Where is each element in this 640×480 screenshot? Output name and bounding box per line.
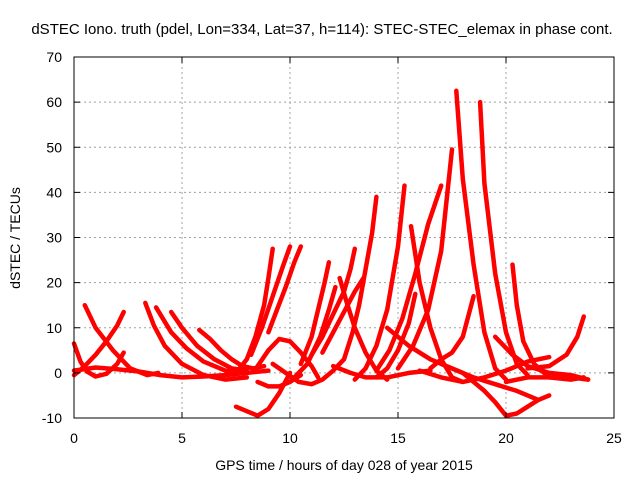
series-14-trace [270,357,347,387]
x-tick-label-3: 15 [390,430,406,446]
series-7-trace [197,327,267,371]
y-tick-label-1: 0 [54,365,62,381]
series-3-trace [71,309,126,378]
series-10-trace [248,244,293,358]
x-tick-label-4: 20 [498,430,514,446]
y-tick-label-8: 70 [46,49,62,65]
y-tick-label-7: 60 [46,94,62,110]
series-9-trace [233,246,275,376]
series-1-trace [71,365,250,380]
series-18-trace [320,275,366,355]
series-24-trace [374,183,444,373]
series-35-trace [525,314,587,371]
series-36-trace [503,375,591,385]
series-2-trace [82,302,161,378]
y-tick-label-4: 30 [46,230,62,246]
series-0-trace [71,341,126,379]
series-8-trace [233,370,293,418]
y-tick-label-6: 50 [46,139,62,155]
y-tick-label-5: 40 [46,184,62,200]
series-5-trace [153,305,271,376]
chart-title: dSTEC Iono. truth (pdel, Lon=334, Lat=37… [31,21,612,38]
x-axis-label: GPS time / hours of day 028 of year 2015 [215,457,473,473]
y-tick-label-2: 10 [46,320,62,336]
y-tick-label-3: 20 [46,275,62,291]
y-axis-label: dSTEC / TECUs [7,187,23,289]
x-tick-label-5: 25 [606,430,622,446]
series-27-trace [428,293,476,371]
series-4-trace [143,300,250,382]
series-30-trace [477,99,530,378]
series-29-trace [417,354,552,385]
series-19-trace [337,275,390,382]
data-series [71,88,591,418]
series-11-trace [266,244,304,335]
y-axis: -10 0 10 20 30 40 50 60 70 [42,49,614,426]
series-15-trace [298,260,332,367]
x-tick-label-2: 10 [282,430,298,446]
x-tick-label-1: 5 [178,430,186,446]
series-32-trace [384,325,541,403]
series-23-trace [374,291,418,380]
series-13-trace [255,336,321,380]
x-tick-label-0: 0 [70,430,78,446]
series-20-trace [341,194,379,362]
series-28-trace [454,88,509,382]
grid [74,57,614,418]
series-26-trace [408,223,466,385]
series-21-trace [352,183,407,382]
y-tick-label-0: -10 [42,410,62,426]
series-17-trace [309,246,358,358]
series-6-trace [168,309,250,373]
x-axis: 0 5 10 15 20 25 [70,57,622,446]
